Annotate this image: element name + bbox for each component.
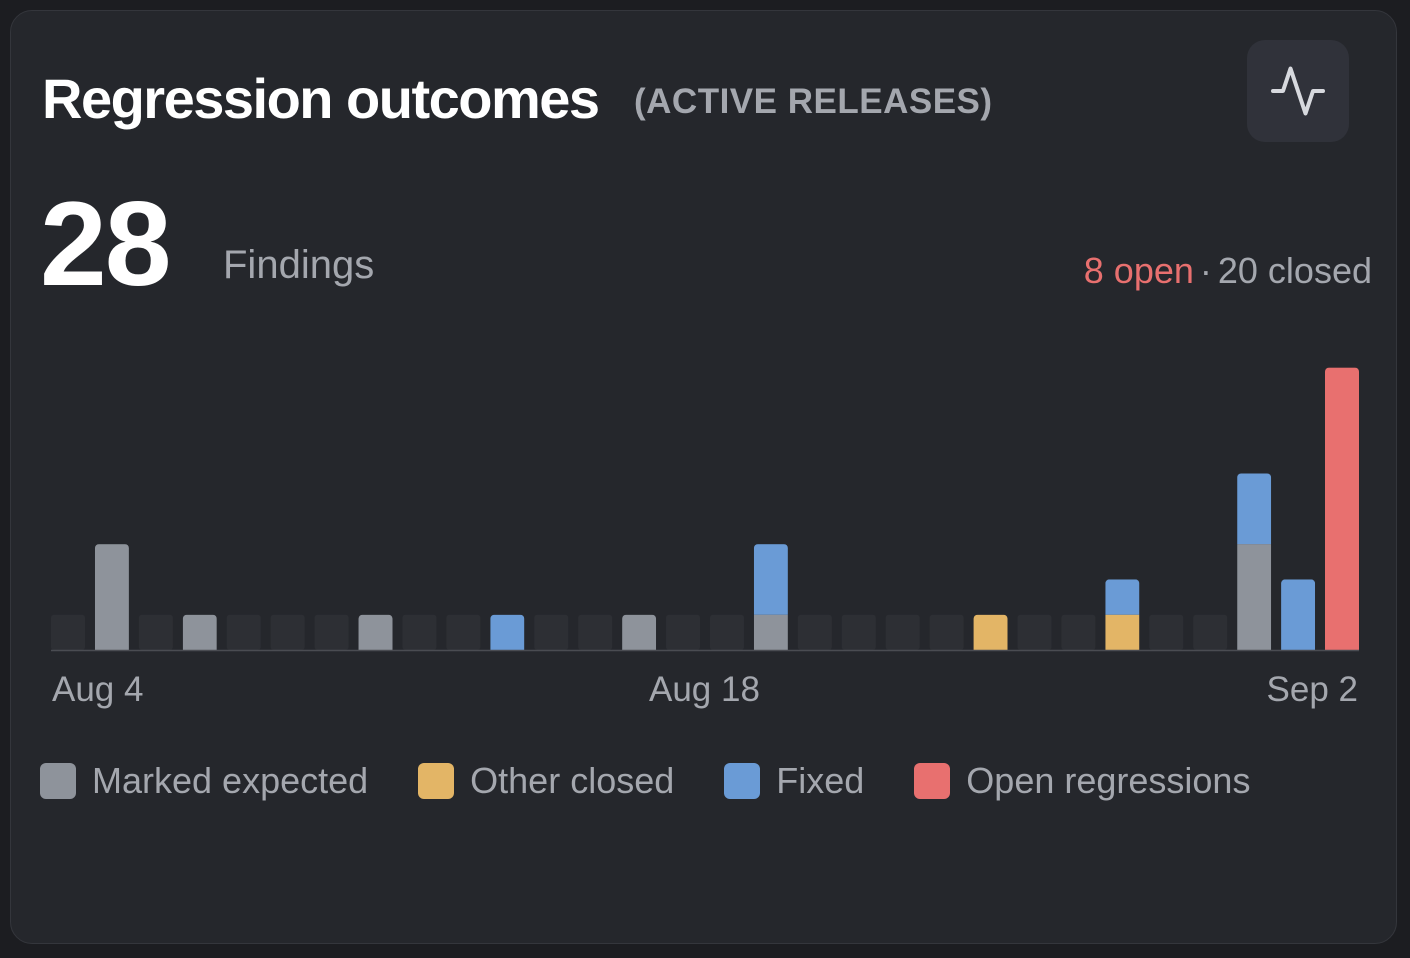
chart-legend: Marked expected Other closed Fixed Open … bbox=[40, 760, 1300, 802]
closed-count-text: 20 closed bbox=[1217, 250, 1372, 291]
day-bar bbox=[1325, 367, 1359, 650]
summary-separator: · bbox=[1199, 250, 1212, 291]
legend-swatch bbox=[418, 763, 455, 799]
bar-segment-fixed bbox=[490, 614, 525, 650]
bar-segment-other-closed bbox=[973, 614, 1008, 650]
empty-day-slot bbox=[270, 614, 305, 650]
day-bar bbox=[1281, 579, 1316, 650]
empty-day-slot bbox=[1017, 614, 1052, 650]
bar-segment-marked-expected bbox=[622, 614, 657, 650]
empty-day-slot bbox=[1061, 614, 1096, 650]
x-axis-label-end: Sep 2 bbox=[1266, 670, 1358, 709]
bar-segment-other-closed bbox=[1105, 614, 1140, 650]
bar-segment-fixed bbox=[753, 544, 788, 615]
legend-label: Other closed bbox=[470, 760, 675, 801]
findings-count: 28 bbox=[40, 177, 171, 311]
legend-item-marked-expected: Marked expected bbox=[40, 760, 368, 802]
x-axis-label-start: Aug 4 bbox=[52, 670, 144, 709]
regression-outcomes-card bbox=[10, 10, 1397, 944]
legend-item-other-closed: Other closed bbox=[418, 760, 674, 802]
day-bar bbox=[358, 614, 393, 650]
day-bar bbox=[490, 614, 525, 650]
legend-label: Fixed bbox=[776, 760, 865, 801]
empty-day-slot bbox=[841, 614, 876, 650]
empty-day-slot bbox=[578, 614, 613, 650]
bar-segment-marked-expected bbox=[358, 614, 393, 650]
empty-day-slot bbox=[226, 614, 261, 650]
legend-swatch bbox=[724, 763, 761, 799]
open-count-text: 8 open bbox=[1083, 250, 1194, 291]
day-bar bbox=[753, 544, 788, 650]
bar-segment-open bbox=[1325, 367, 1359, 650]
legend-label: Open regressions bbox=[966, 760, 1251, 801]
card-title: Regression outcomes bbox=[42, 67, 600, 130]
activity-pulse-icon bbox=[1271, 66, 1325, 116]
empty-day-slot bbox=[797, 614, 832, 650]
bar-segment-marked-expected bbox=[182, 614, 217, 650]
empty-day-slot bbox=[51, 614, 85, 650]
legend-item-fixed: Fixed bbox=[724, 760, 864, 802]
card-subtitle: (ACTIVE RELEASES) bbox=[634, 82, 993, 121]
day-bar bbox=[622, 614, 657, 650]
legend-item-open-regressions: Open regressions bbox=[914, 760, 1250, 802]
bar-segment-fixed bbox=[1105, 579, 1140, 615]
day-bar bbox=[1105, 579, 1140, 650]
empty-day-slot bbox=[1149, 614, 1184, 650]
empty-day-slot bbox=[666, 614, 701, 650]
day-bar bbox=[1237, 473, 1272, 650]
empty-day-slot bbox=[534, 614, 569, 650]
bar-segment-marked-expected bbox=[753, 614, 788, 650]
empty-day-slot bbox=[709, 614, 744, 650]
day-bar bbox=[94, 544, 129, 650]
open-closed-summary: 8 open · 20 closed bbox=[1084, 250, 1372, 292]
findings-label: Findings bbox=[223, 243, 375, 287]
bar-segment-marked-expected bbox=[1237, 544, 1272, 650]
day-bar bbox=[973, 614, 1008, 650]
bar-segment-fixed bbox=[1237, 473, 1272, 545]
empty-day-slot bbox=[446, 614, 481, 650]
empty-day-slot bbox=[1193, 614, 1228, 650]
bar-segment-fixed bbox=[1281, 579, 1316, 650]
empty-day-slot bbox=[314, 614, 349, 650]
day-bar bbox=[182, 614, 217, 650]
empty-day-slot bbox=[885, 614, 920, 650]
x-axis-label-middle: Aug 18 bbox=[649, 670, 760, 709]
bar-segment-marked-expected bbox=[94, 544, 129, 650]
legend-swatch bbox=[40, 763, 76, 799]
empty-day-slot bbox=[402, 614, 437, 650]
legend-swatch bbox=[914, 763, 951, 799]
legend-label: Marked expected bbox=[92, 760, 369, 801]
empty-day-slot bbox=[929, 614, 964, 650]
empty-day-slot bbox=[138, 614, 173, 650]
activity-button[interactable] bbox=[1247, 40, 1349, 142]
